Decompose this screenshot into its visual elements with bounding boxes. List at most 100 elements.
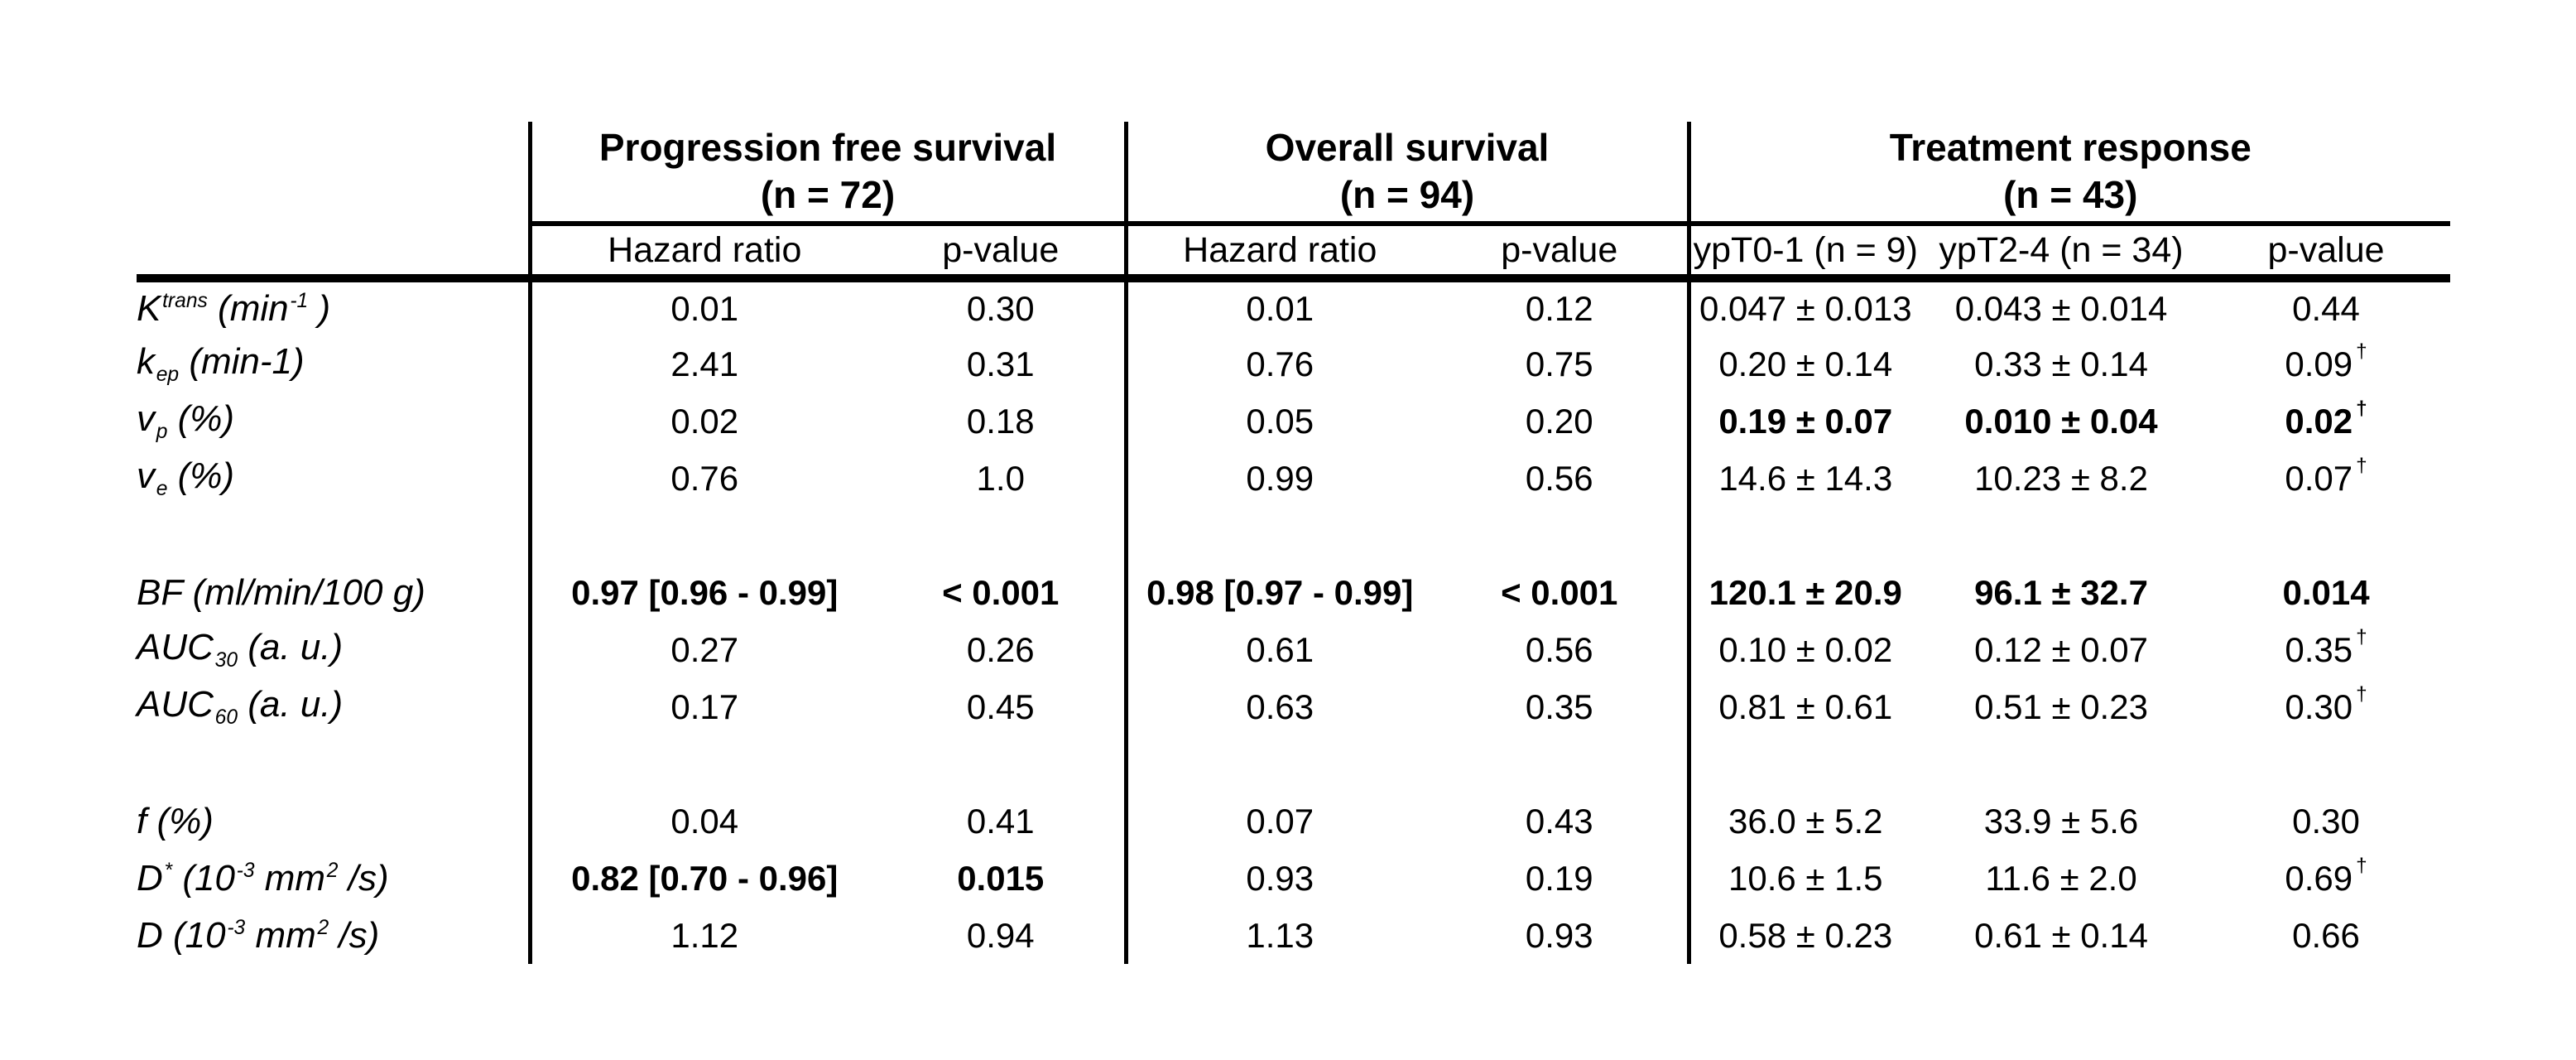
subheader-row: Hazard ratio p-value Hazard ratio p-valu… bbox=[137, 224, 2451, 282]
table-cell: 0.07 bbox=[1123, 793, 1432, 850]
table-cell: 0.94 bbox=[966, 915, 1035, 955]
table-row-ktrans: Ktrans (min-1 ) 0.01 0.30 0.01 0.12 0.04… bbox=[137, 278, 2450, 335]
table-cell: 0.97 [0.96 - 0.99] bbox=[527, 564, 877, 621]
table-row-auc30: AUC30 (a. u.) 0.27 0.26 0.61 0.56 0.10 ±… bbox=[137, 621, 2450, 678]
table-cell: 0.12 ± 0.07 bbox=[1974, 629, 2148, 669]
subheader-tr-ypt24: ypT2-4 (n = 34) bbox=[1920, 224, 2203, 282]
row-label: AUC30 (a. u.) bbox=[137, 626, 344, 672]
table-cell: 0.51 ± 0.23 bbox=[1974, 687, 2148, 726]
subheader-tr-pvalue: p-value bbox=[2202, 224, 2451, 282]
table-row-d: D (10-3 mm2 /s) 1.12 0.94 1.13 0.93 0.58… bbox=[137, 907, 2450, 964]
table-cell: 0.98 [0.97 - 0.99] bbox=[1123, 564, 1432, 621]
table-cell: 0.047 ± 0.013 bbox=[1686, 278, 1921, 335]
table-cell bbox=[877, 735, 1126, 793]
table-cell: 1.13 bbox=[1123, 907, 1432, 964]
table-cell: 10.6 ± 1.5 bbox=[1686, 850, 1921, 907]
table-cell: 0.19 ± 0.07 bbox=[1686, 393, 1921, 450]
table-cell bbox=[1920, 507, 2202, 564]
table-cell: 0.01 bbox=[1123, 278, 1432, 335]
table-cell: 0.26 bbox=[966, 629, 1035, 669]
table-cell bbox=[1123, 507, 1432, 564]
subheader-pfs-pvalue: p-value bbox=[877, 224, 1126, 282]
table-cell: 0.41 bbox=[966, 801, 1035, 841]
group-title-tr: Treatment response bbox=[1889, 126, 2252, 169]
row-label bbox=[137, 735, 530, 793]
table-cell: 0.18 bbox=[966, 401, 1035, 441]
table-cell: 11.6 ± 2.0 bbox=[1985, 858, 2137, 898]
subheader-os-pvalue: p-value bbox=[1432, 224, 1689, 282]
table-cell: 0.56 bbox=[1525, 458, 1593, 498]
results-table: Progression free survival (n = 72) Overa… bbox=[137, 122, 2451, 964]
row-label: ve (%) bbox=[137, 455, 235, 501]
group-title-os: Overall survival bbox=[1265, 126, 1550, 169]
table-cell: 0.30 † bbox=[2285, 683, 2367, 726]
table-row-dstar: D* (10-3 mm2 /s) 0.82 [0.70 - 0.96] 0.01… bbox=[137, 850, 2450, 907]
table-cell: 0.30 bbox=[2292, 801, 2360, 841]
row-label: AUC60 (a. u.) bbox=[137, 683, 344, 730]
table-cell: 0.12 bbox=[1525, 289, 1593, 328]
table-cell: 0.44 bbox=[2292, 289, 2360, 328]
table-cell: 0.61 ± 0.14 bbox=[1974, 915, 2148, 955]
table-cell: 0.93 bbox=[1525, 915, 1593, 955]
table-cell: 0.30 bbox=[966, 289, 1035, 328]
table-row-bf: BF (ml/min/100 g) 0.97 [0.96 - 0.99] < 0… bbox=[137, 564, 2450, 621]
table-cell: 0.20 bbox=[1525, 401, 1593, 441]
row-label: f (%) bbox=[137, 800, 214, 841]
table-row-ve: ve (%) 0.76 1.0 0.99 0.56 14.6 ± 14.3 10… bbox=[137, 450, 2450, 507]
table-cell: 14.6 ± 14.3 bbox=[1686, 450, 1921, 507]
row-label: kep (min-1) bbox=[137, 340, 305, 387]
table-cell: 0.33 ± 0.14 bbox=[1974, 344, 2148, 383]
table-cell bbox=[527, 735, 877, 793]
table-cell: 0.69 † bbox=[2285, 855, 2367, 898]
table-cell bbox=[1432, 507, 1689, 564]
table-cell: 0.01 bbox=[527, 278, 877, 335]
table-cell: 0.43 bbox=[1525, 801, 1593, 841]
table-row-vp: vp (%) 0.02 0.18 0.05 0.20 0.19 ± 0.07 0… bbox=[137, 393, 2450, 450]
table-cell: 0.043 ± 0.014 bbox=[1954, 289, 2168, 328]
table-cell: 0.02 † bbox=[2285, 398, 2367, 441]
subheader-tr-ypt01: ypT0-1 (n = 9) bbox=[1686, 224, 1921, 282]
table-cell: 0.10 ± 0.02 bbox=[1686, 621, 1921, 678]
table-cell: 96.1 ± 32.7 bbox=[1974, 572, 2148, 612]
group-n-os: (n = 94) bbox=[1339, 173, 1475, 216]
table-cell: 2.41 bbox=[527, 335, 877, 393]
table-cell: < 0.001 bbox=[942, 572, 1060, 612]
table-cell: 0.31 bbox=[966, 344, 1035, 383]
table-cell: 0.09 † bbox=[2285, 340, 2367, 383]
table-cell bbox=[1686, 735, 1921, 793]
table-cell: 0.56 bbox=[1525, 629, 1593, 669]
row-label: vp (%) bbox=[137, 398, 235, 444]
row-label: D (10-3 mm2 /s) bbox=[137, 914, 380, 956]
row-label bbox=[137, 507, 530, 564]
table-cell: 0.35 bbox=[1525, 687, 1593, 726]
subheader-os-hazard-ratio: Hazard ratio bbox=[1123, 224, 1432, 282]
table-cell: 0.61 bbox=[1123, 621, 1432, 678]
table-cell: 0.93 bbox=[1123, 850, 1432, 907]
table-cell: 0.35 † bbox=[2285, 626, 2367, 669]
table-row-auc60: AUC60 (a. u.) 0.17 0.45 0.63 0.35 0.81 ±… bbox=[137, 678, 2450, 735]
table-cell: 36.0 ± 5.2 bbox=[1686, 793, 1921, 850]
group-n-pfs: (n = 72) bbox=[760, 173, 896, 216]
table-cell: 0.02 bbox=[527, 393, 877, 450]
table-row-f: f (%) 0.04 0.41 0.07 0.43 36.0 ± 5.2 33.… bbox=[137, 793, 2450, 850]
table-cell: 1.0 bbox=[976, 458, 1025, 498]
table-cell bbox=[1432, 735, 1689, 793]
table-cell: 0.75 bbox=[1525, 344, 1593, 383]
table-cell bbox=[2202, 507, 2450, 564]
table-cell bbox=[877, 507, 1126, 564]
spacer-row bbox=[137, 507, 2450, 564]
subheader-pfs-hazard-ratio: Hazard ratio bbox=[527, 224, 877, 282]
table-cell: 0.19 bbox=[1525, 858, 1593, 898]
row-label: BF (ml/min/100 g) bbox=[137, 571, 425, 613]
table-cell: 0.99 bbox=[1123, 450, 1432, 507]
table-row-kep: kep (min-1) 2.41 0.31 0.76 0.75 0.20 ± 0… bbox=[137, 335, 2450, 393]
table-cell bbox=[527, 507, 877, 564]
table-cell: 0.76 bbox=[527, 450, 877, 507]
table-cell: 0.66 bbox=[2292, 915, 2360, 955]
corner-cell bbox=[137, 122, 530, 224]
table-cell bbox=[1123, 735, 1432, 793]
group-n-tr: (n = 43) bbox=[2003, 173, 2138, 216]
table-cell: 0.82 [0.70 - 0.96] bbox=[527, 850, 877, 907]
row-label: D* (10-3 mm2 /s) bbox=[137, 857, 389, 899]
table-cell: 0.17 bbox=[527, 678, 877, 735]
